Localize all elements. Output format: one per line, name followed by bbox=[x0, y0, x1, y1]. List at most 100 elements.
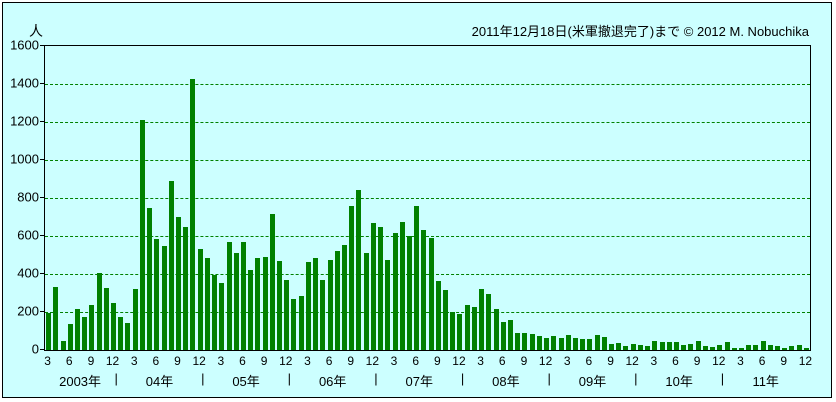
bar-09年-11 bbox=[623, 346, 629, 350]
chart-frame: 人 2011年12月18日(米軍撤退完了)まで © 2012 M. Nobuch… bbox=[2, 2, 832, 398]
chart-title: 2011年12月18日(米軍撤退完了)まで © 2012 M. Nobuchik… bbox=[471, 24, 809, 39]
bar-2003年-5 bbox=[60, 340, 66, 350]
x-year-label-9: 11年 bbox=[752, 374, 779, 389]
bar-08年-5 bbox=[493, 309, 499, 350]
y-axis-unit-label: 人 bbox=[29, 23, 43, 39]
bar-2003年-12 bbox=[111, 302, 117, 350]
bar-07年-1 bbox=[378, 226, 384, 350]
bar-10年-9 bbox=[695, 341, 701, 350]
bar-04年-1 bbox=[118, 316, 124, 350]
x-month-label-04年-6: 6 bbox=[152, 354, 160, 368]
bar-2003年-6 bbox=[67, 324, 73, 350]
x-month-label-08年-12: 12 bbox=[538, 354, 553, 368]
bar-08年-3 bbox=[479, 289, 485, 350]
x-month-label-05年-12: 12 bbox=[279, 354, 293, 368]
bar-09年-1 bbox=[551, 335, 557, 350]
x-year-separator-4: | bbox=[374, 371, 378, 386]
bar-10年-12 bbox=[717, 345, 723, 350]
bar-2003年-8 bbox=[82, 316, 88, 350]
bar-11年-5 bbox=[753, 345, 759, 350]
bar-08年-11 bbox=[536, 335, 542, 350]
bar-2003年-11 bbox=[103, 288, 109, 350]
bar-04年-6 bbox=[154, 238, 160, 350]
y-tick-mark-1000 bbox=[40, 159, 44, 160]
x-month-label-05年-9: 9 bbox=[260, 354, 268, 368]
bar-04年-7 bbox=[161, 246, 167, 350]
y-tick-mark-1600 bbox=[40, 45, 44, 46]
x-month-label-06年-6: 6 bbox=[325, 354, 333, 368]
bar-09年-10 bbox=[616, 343, 622, 350]
x-month-label-05年-3: 3 bbox=[217, 354, 225, 368]
bar-04年-8 bbox=[168, 180, 174, 350]
bar-07年-8 bbox=[428, 237, 434, 350]
bar-05年-6 bbox=[240, 241, 246, 350]
x-year-label-2: 04年 bbox=[145, 374, 174, 389]
x-month-label-07年-3: 3 bbox=[390, 354, 398, 368]
bar-09年-9 bbox=[609, 344, 615, 350]
x-year-separator-7: | bbox=[634, 371, 638, 386]
bar-06年-5 bbox=[320, 279, 326, 350]
x-month-label-11年-3: 3 bbox=[737, 354, 744, 368]
x-month-label-11年-12: 12 bbox=[798, 354, 813, 368]
bar-07年-12 bbox=[457, 313, 463, 350]
bar-05年-1 bbox=[204, 257, 210, 350]
y-tick-label-1400: 1400 bbox=[10, 75, 39, 91]
bar-10年-5 bbox=[666, 342, 672, 350]
plot-area bbox=[44, 45, 811, 351]
bar-05年-7 bbox=[248, 270, 254, 350]
x-month-label-06年-3: 3 bbox=[304, 354, 311, 368]
bar-11年-1 bbox=[724, 342, 730, 350]
x-month-label-05年-6: 6 bbox=[239, 354, 246, 368]
bar-04年-12 bbox=[197, 249, 203, 350]
bar-09年-12 bbox=[630, 344, 636, 350]
x-month-label-04年-3: 3 bbox=[130, 354, 138, 368]
bar-07年-9 bbox=[435, 280, 441, 350]
bar-10年-6 bbox=[673, 342, 679, 350]
bar-05年-9 bbox=[262, 256, 268, 350]
bar-07年-3 bbox=[392, 233, 398, 350]
bar-07年-11 bbox=[450, 312, 456, 350]
x-month-label-09年-12: 12 bbox=[625, 354, 639, 368]
x-month-label-11年-9: 9 bbox=[780, 354, 788, 368]
y-gridline-600 bbox=[45, 236, 810, 237]
x-year-label-6: 08年 bbox=[492, 374, 520, 389]
x-month-label-07年-12: 12 bbox=[452, 354, 466, 368]
bar-08年-1 bbox=[464, 305, 470, 350]
y-gridline-200 bbox=[45, 312, 810, 313]
bar-10年-11 bbox=[710, 347, 716, 350]
bar-04年-4 bbox=[139, 120, 145, 350]
y-tick-label-600: 600 bbox=[17, 227, 39, 243]
x-month-label-09年-6: 6 bbox=[585, 354, 593, 368]
x-year-label-1: 2003年 bbox=[59, 374, 102, 389]
y-gridline-1200 bbox=[45, 122, 810, 123]
x-month-label-2003年-6: 6 bbox=[65, 354, 73, 368]
x-year-label-4: 06年 bbox=[318, 374, 347, 389]
x-month-label-10年-9: 9 bbox=[693, 354, 701, 368]
x-year-separator-8: | bbox=[720, 371, 725, 386]
bar-11年-10 bbox=[789, 346, 795, 350]
y-tick-mark-800 bbox=[40, 197, 44, 198]
bar-06年-7 bbox=[334, 251, 340, 350]
y-tick-label-0: 0 bbox=[31, 341, 39, 357]
bar-04年-11 bbox=[190, 79, 196, 350]
x-month-label-07年-6: 6 bbox=[412, 354, 420, 368]
x-month-label-08年-3: 3 bbox=[477, 354, 484, 368]
bar-09年-7 bbox=[594, 334, 600, 350]
bar-06年-6 bbox=[327, 259, 333, 350]
bar-08年-9 bbox=[522, 332, 528, 350]
bar-08年-7 bbox=[507, 319, 513, 350]
bar-07年-5 bbox=[406, 236, 412, 350]
bar-08年-8 bbox=[515, 332, 521, 350]
y-tick-label-1200: 1200 bbox=[10, 113, 39, 129]
y-tick-mark-1400 bbox=[40, 83, 44, 84]
bar-2003年-7 bbox=[74, 309, 80, 350]
bar-11年-8 bbox=[775, 346, 781, 350]
bar-05年-12 bbox=[284, 279, 290, 350]
x-month-label-04年-9: 9 bbox=[174, 354, 181, 368]
y-gridline-400 bbox=[45, 274, 810, 275]
y-tick-label-1600: 1600 bbox=[10, 37, 39, 53]
x-month-label-06年-9: 9 bbox=[347, 354, 355, 368]
bar-10年-8 bbox=[688, 344, 694, 350]
y-tick-label-800: 800 bbox=[17, 189, 39, 205]
